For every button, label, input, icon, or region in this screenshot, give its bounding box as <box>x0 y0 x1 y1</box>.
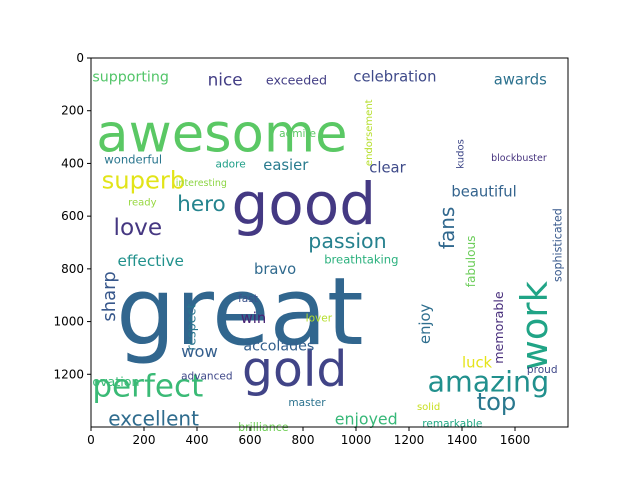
word-advanced: advanced <box>181 371 232 383</box>
axes-frame <box>90 57 569 428</box>
word-remarkable: remarkable <box>422 418 482 430</box>
x-tick-label: 0 <box>87 433 95 447</box>
x-tick-label: 1200 <box>394 433 425 447</box>
y-tick-label: 600 <box>61 209 84 223</box>
word-fans: fans <box>435 207 459 249</box>
word-gold: gold <box>242 342 347 398</box>
word-passion: passion <box>308 229 386 253</box>
word-celebration: celebration <box>353 69 436 86</box>
y-tick-label: 800 <box>61 262 84 276</box>
word-wonderful: wonderful <box>104 152 162 166</box>
word-effective: effective <box>118 252 184 270</box>
word-fabulous: fabulous <box>464 235 478 287</box>
word-luck: luck <box>462 355 493 372</box>
x-tick-label: 1000 <box>341 433 372 447</box>
word-good: good <box>231 170 376 238</box>
word-top: top <box>477 387 517 416</box>
word-great: great <box>116 258 363 367</box>
word-kudos: kudos <box>455 139 466 169</box>
y-tick-label: 0 <box>76 51 84 65</box>
word-adore: adore <box>216 158 246 170</box>
word-beautiful: beautiful <box>451 183 516 200</box>
word-love: love <box>114 214 163 241</box>
word-admire: admire <box>279 128 316 140</box>
x-tick-label: 1400 <box>447 433 478 447</box>
word-clear: clear <box>369 160 406 177</box>
word-ovation: ovation <box>92 374 139 389</box>
word-proud: proud <box>527 364 558 376</box>
word-hero: hero <box>177 192 226 217</box>
word-easier: easier <box>263 157 309 174</box>
word-awesome: awesome <box>96 104 347 165</box>
x-tick-label: 600 <box>239 433 262 447</box>
y-tick-label: 1000 <box>53 315 84 329</box>
word-nice: nice <box>208 70 243 90</box>
word-lover: lover <box>306 313 333 325</box>
word-exceeded: exceeded <box>266 72 327 87</box>
y-tick-label: 400 <box>61 156 84 170</box>
y-tick-label: 1200 <box>53 367 84 381</box>
word-accolades: accolades <box>243 339 314 355</box>
x-tick-label: 1600 <box>500 433 531 447</box>
word-enjoy: enjoy <box>417 303 434 344</box>
x-tick-label: 200 <box>133 433 156 447</box>
word-work: work <box>513 280 556 370</box>
word-amazing: amazing <box>428 365 550 398</box>
x-tick-label: 800 <box>292 433 315 447</box>
word-supporting: supporting <box>92 70 169 86</box>
word-ready: ready <box>128 198 157 209</box>
word-fast: fast <box>238 293 258 305</box>
x-axis: 0 200 400 600 800 1000 1200 1400 1600 <box>87 427 530 447</box>
word-win: win <box>241 310 267 327</box>
word-enjoyed: enjoyed <box>335 409 398 428</box>
word-respect: respect <box>184 304 199 351</box>
word-sharp: sharp <box>99 271 120 321</box>
word-master: master <box>288 397 326 409</box>
word-sophisticated: sophisticated <box>551 208 564 282</box>
word-blockbuster: blockbuster <box>491 153 547 164</box>
word-bravo: bravo <box>254 261 296 278</box>
y-tick-label: 200 <box>61 104 84 118</box>
word-perfect: perfect <box>92 369 203 405</box>
word-superb: superb <box>102 165 186 194</box>
x-tick-label: 400 <box>186 433 209 447</box>
word-interesting: interesting <box>176 178 227 189</box>
word-breathtaking: breathtaking <box>324 253 398 267</box>
word-wow: wow <box>181 342 218 361</box>
word-memorable: memorable <box>491 291 506 364</box>
word-endorsement: endorsement <box>364 99 375 166</box>
y-axis: 0 200 400 600 800 1000 1200 <box>53 51 91 381</box>
word-solid: solid <box>417 402 440 413</box>
word-awards: awards <box>494 71 547 88</box>
